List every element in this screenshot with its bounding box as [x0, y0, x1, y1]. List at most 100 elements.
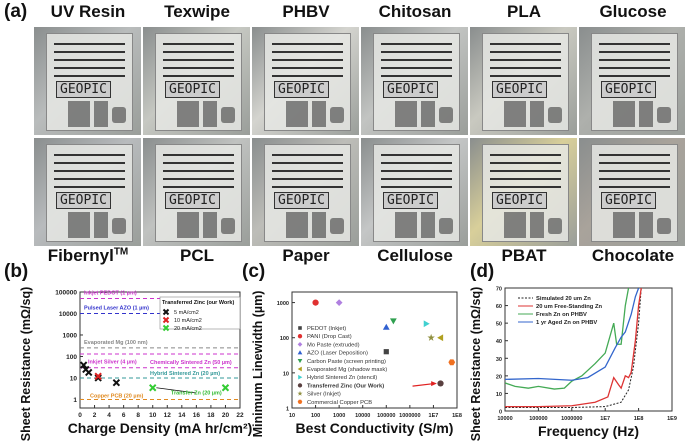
legend-marker	[162, 316, 170, 324]
y-tick-label: 1	[73, 397, 77, 404]
sample-photo: GEOPIC	[34, 27, 141, 135]
printed-coil	[548, 218, 562, 234]
y-tick-label: 10	[283, 371, 289, 377]
series-line	[505, 288, 642, 408]
x-tick-label: 1E7	[600, 416, 610, 422]
printed-line	[54, 170, 125, 172]
x-tick-label: 14	[178, 412, 186, 419]
printed-pad	[613, 212, 635, 238]
panel-d-label: (d)	[470, 261, 495, 282]
printed-line	[54, 186, 125, 188]
legend-marker	[162, 308, 170, 316]
data-point	[383, 349, 389, 355]
reference-line-label: Pulsed Laser AZO (1 µm)	[84, 305, 149, 311]
data-point	[335, 299, 343, 306]
legend-entry: AZO (Laser Deposition)	[307, 351, 368, 357]
x-tick-label: 100	[311, 413, 320, 419]
data-point	[149, 384, 157, 392]
y-axis-label: Sheet Resistance (mΩ/sq)	[19, 287, 33, 441]
printed-line	[490, 43, 561, 45]
x-tick-label: 10	[149, 412, 157, 419]
legend-box	[159, 296, 241, 330]
data-point	[297, 366, 302, 372]
arrow-head	[431, 381, 437, 387]
data-point	[448, 359, 456, 366]
sample-photo: GEOPIC	[252, 138, 359, 246]
printed-line	[599, 51, 670, 53]
legend-entry: PEDOT (Inkjet)	[307, 326, 346, 332]
printed-line	[490, 154, 561, 156]
printed-line	[272, 186, 343, 188]
printed-pad	[94, 212, 108, 238]
printed-line	[163, 75, 234, 77]
material-label: Glucose	[599, 2, 667, 21]
x-tick-label: 6	[122, 412, 126, 419]
data-point	[297, 359, 303, 364]
x-tick-label: 4	[107, 412, 111, 419]
printed-coil	[330, 218, 344, 234]
printed-line	[272, 178, 343, 180]
printed-line	[272, 43, 343, 45]
printed-line	[54, 178, 125, 180]
photo-text: GEOPIC	[274, 192, 329, 209]
sample-photo: GEOPIC	[143, 138, 250, 246]
data-point	[423, 320, 430, 328]
y-tick-label: 1000	[277, 301, 289, 307]
y-axis-label: Minimum Linewidth (µm)	[251, 291, 265, 438]
data-point	[298, 326, 302, 330]
printed-line	[272, 170, 343, 172]
printed-line	[163, 170, 234, 172]
legend-entry: Mo Paste (extruded)	[307, 342, 360, 348]
printed-line	[381, 154, 452, 156]
data-point	[297, 334, 303, 339]
printed-coil	[548, 107, 562, 123]
annotation-label: Transfer Zn (20 µm)	[171, 390, 222, 396]
photo-text: GEOPIC	[383, 192, 438, 209]
reference-line-label: Hybrid Sintered Zn (20 µm)	[150, 371, 220, 377]
material-label: PBAT	[501, 246, 547, 265]
printed-line	[490, 162, 561, 164]
y-tick-label: 10	[70, 375, 78, 382]
sample-photo: GEOPIC	[361, 138, 468, 246]
material-label: Cellulose	[377, 246, 453, 265]
y-tick-label: 60	[496, 304, 502, 310]
printed-pad	[312, 212, 326, 238]
printed-line	[490, 51, 561, 53]
printed-line	[163, 186, 234, 188]
panel-c-label: (c)	[242, 261, 266, 282]
data-point	[382, 323, 390, 330]
data-point	[94, 372, 102, 380]
sample-photo: GEOPIC	[143, 27, 250, 135]
photo-text: GEOPIC	[165, 192, 220, 209]
printed-pad	[504, 212, 526, 238]
x-tick-label: 1E8	[634, 416, 644, 422]
photo-text: GEOPIC	[601, 81, 656, 98]
sample-photo: GEOPIC	[361, 27, 468, 135]
legend-marker	[162, 324, 170, 332]
photo-text: GEOPIC	[383, 81, 438, 98]
printed-line	[490, 186, 561, 188]
printed-pad	[203, 101, 217, 127]
data-point	[85, 368, 93, 377]
printed-line	[381, 162, 452, 164]
sample-photo: GEOPIC	[579, 27, 685, 135]
photo-text: GEOPIC	[56, 81, 111, 98]
printed-line	[490, 75, 561, 77]
photo-text: GEOPIC	[601, 192, 656, 209]
x-tick-label: 20	[222, 412, 230, 419]
printed-line	[272, 154, 343, 156]
printed-line	[163, 67, 234, 69]
x-tick-label: 12	[164, 412, 172, 419]
y-tick-label: 100	[66, 354, 77, 361]
x-tick-label: 100000	[377, 413, 395, 419]
printed-pad	[639, 212, 653, 238]
printed-line	[272, 59, 343, 61]
printed-pad	[286, 212, 308, 238]
printed-line	[381, 59, 452, 61]
printed-line	[272, 162, 343, 164]
material-label: PHBV	[282, 2, 330, 21]
x-tick-label: 8	[136, 412, 140, 419]
printed-pad	[68, 212, 90, 238]
printed-coil	[112, 218, 126, 234]
